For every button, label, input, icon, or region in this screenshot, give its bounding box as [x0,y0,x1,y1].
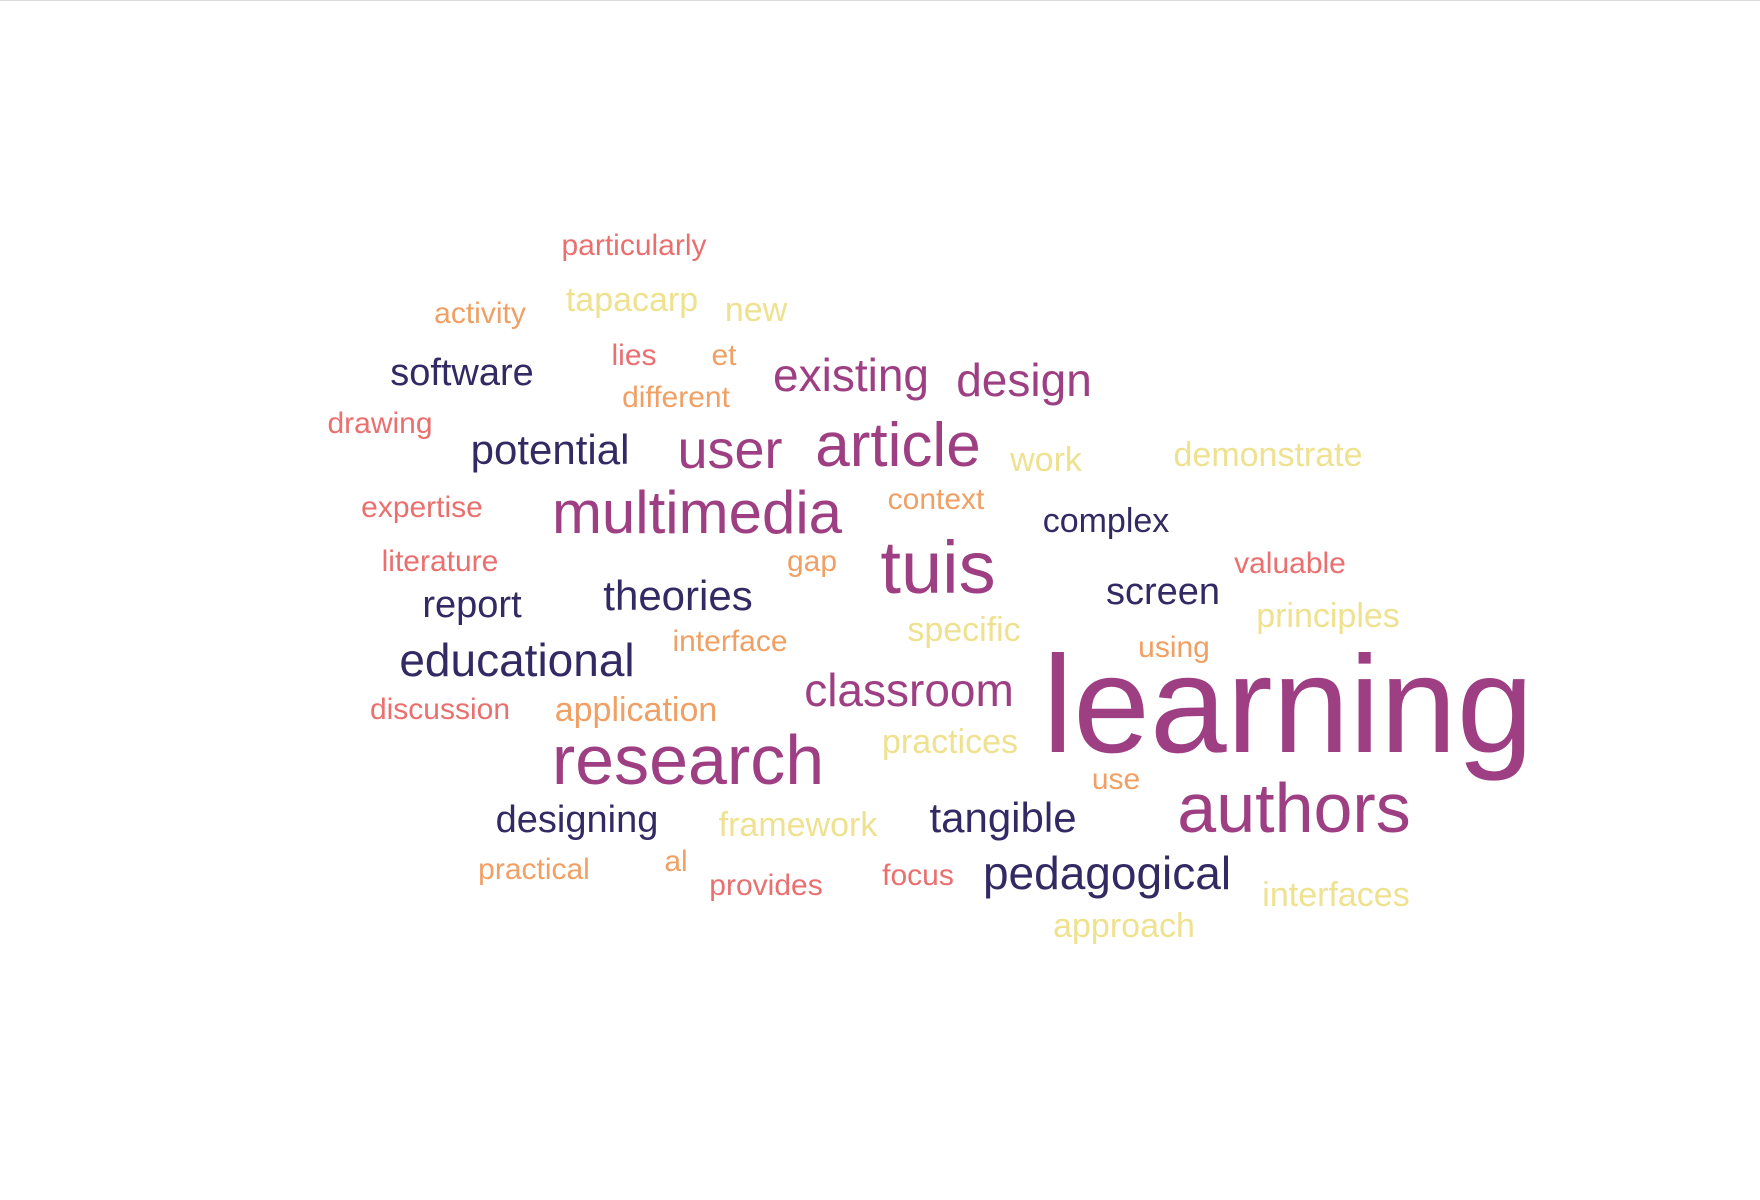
word-approach: approach [1053,907,1195,945]
word-new: new [724,291,788,329]
word-research: research [551,721,825,799]
word-design: design [956,354,1092,406]
word-multimedia: multimedia [551,479,843,546]
word-theories: theories [603,572,753,619]
word-et: et [711,339,737,372]
word-provides: provides [709,869,823,902]
word-potential: potential [470,426,630,473]
word-practical: practical [478,853,590,886]
word-screen: screen [1105,571,1221,613]
word-expertise: expertise [361,491,483,524]
word-designing: designing [495,799,659,841]
word-tangible: tangible [929,794,1077,841]
word-existing: existing [773,349,929,401]
word-interfaces: interfaces [1262,876,1410,914]
word-tapacarp: tapacarp [565,281,699,319]
word-focus: focus [882,859,954,892]
word-tuis: tuis [880,526,996,609]
word-educational: educational [399,634,635,686]
word-article: article [815,411,981,480]
word-practices: practices [881,723,1019,761]
word-learning: learning [1042,628,1534,782]
word-interface: interface [672,625,788,658]
word-different: different [622,381,730,414]
word-complex: complex [1042,502,1170,540]
word-demonstrate: demonstrate [1173,436,1363,474]
word-activity: activity [434,297,526,330]
word-al: al [664,845,688,878]
word-framework: framework [718,806,878,844]
word-work: work [1010,441,1082,479]
word-user: user [677,420,783,480]
word-software: software [390,352,534,394]
word-discussion: discussion [369,693,511,726]
word-context: context [887,483,985,516]
word-lies: lies [611,339,657,372]
word-authors: authors [1177,769,1411,847]
word-pedagogical: pedagogical [982,847,1232,899]
word-use: use [1091,763,1141,796]
word-classroom: classroom [804,664,1014,716]
word-drawing: drawing [327,407,433,440]
word-gap: gap [786,545,838,578]
word-report: report [422,584,522,626]
top-divider [0,0,1760,1]
word-valuable: valuable [1234,547,1346,580]
word-particularly: particularly [561,229,707,262]
word-application: application [554,691,718,729]
word-using: using [1138,631,1210,664]
word-specific: specific [907,611,1021,649]
word-literature: literature [381,545,499,578]
word-principles: principles [1256,597,1400,635]
